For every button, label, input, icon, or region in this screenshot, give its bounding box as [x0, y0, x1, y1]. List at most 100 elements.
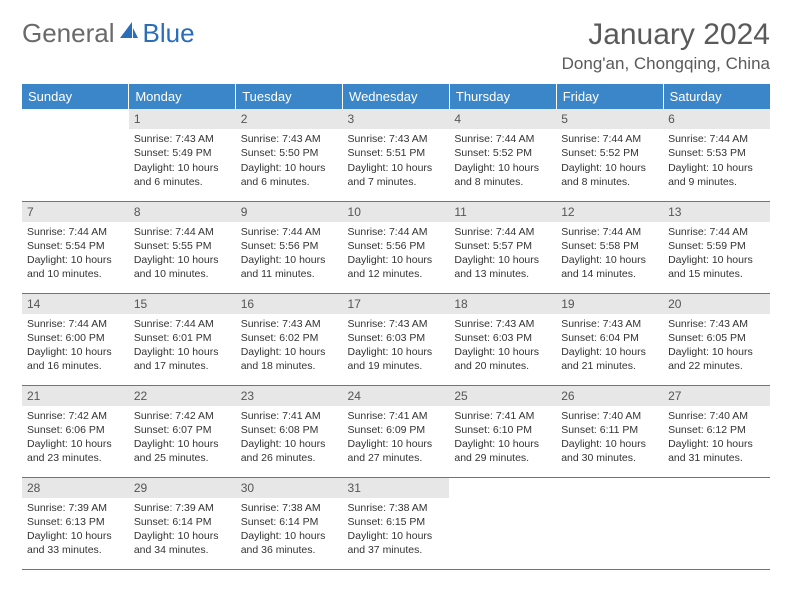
sunrise-line: Sunrise: 7:44 AM	[668, 132, 765, 146]
calendar-row: 28Sunrise: 7:39 AMSunset: 6:13 PMDayligh…	[22, 477, 770, 569]
calendar-row: 21Sunrise: 7:42 AMSunset: 6:06 PMDayligh…	[22, 385, 770, 477]
sunrise-line: Sunrise: 7:39 AM	[134, 501, 231, 515]
day-content: Sunrise: 7:43 AMSunset: 5:49 PMDaylight:…	[129, 129, 236, 193]
daylight-line: Daylight: 10 hours and 14 minutes.	[561, 253, 658, 281]
daylight-line: Daylight: 10 hours and 6 minutes.	[134, 161, 231, 189]
sunset-line: Sunset: 6:06 PM	[27, 423, 124, 437]
sunrise-line: Sunrise: 7:44 AM	[348, 225, 445, 239]
sunset-line: Sunset: 5:58 PM	[561, 239, 658, 253]
daylight-line: Daylight: 10 hours and 15 minutes.	[668, 253, 765, 281]
sunset-line: Sunset: 6:01 PM	[134, 331, 231, 345]
calendar-cell: .	[22, 109, 129, 201]
calendar-cell: 25Sunrise: 7:41 AMSunset: 6:10 PMDayligh…	[449, 385, 556, 477]
brand-logo: General Blue	[22, 18, 195, 49]
day-number: 5	[556, 109, 663, 129]
day-content: Sunrise: 7:44 AMSunset: 6:01 PMDaylight:…	[129, 314, 236, 378]
sunrise-line: Sunrise: 7:44 AM	[454, 132, 551, 146]
day-content: Sunrise: 7:40 AMSunset: 6:11 PMDaylight:…	[556, 406, 663, 470]
day-number: 31	[343, 478, 450, 498]
sunset-line: Sunset: 5:57 PM	[454, 239, 551, 253]
day-content: Sunrise: 7:43 AMSunset: 6:03 PMDaylight:…	[449, 314, 556, 378]
sunrise-line: Sunrise: 7:43 AM	[241, 132, 338, 146]
calendar-cell: .	[663, 477, 770, 569]
day-number: 12	[556, 202, 663, 222]
sunset-line: Sunset: 6:04 PM	[561, 331, 658, 345]
sunset-line: Sunset: 6:13 PM	[27, 515, 124, 529]
sunset-line: Sunset: 6:14 PM	[241, 515, 338, 529]
calendar-cell: 5Sunrise: 7:44 AMSunset: 5:52 PMDaylight…	[556, 109, 663, 201]
sunrise-line: Sunrise: 7:41 AM	[454, 409, 551, 423]
calendar-cell: 22Sunrise: 7:42 AMSunset: 6:07 PMDayligh…	[129, 385, 236, 477]
title-block: January 2024 Dong'an, Chongqing, China	[562, 18, 770, 74]
calendar-cell: 13Sunrise: 7:44 AMSunset: 5:59 PMDayligh…	[663, 201, 770, 293]
sunset-line: Sunset: 5:49 PM	[134, 146, 231, 160]
day-content: Sunrise: 7:44 AMSunset: 5:58 PMDaylight:…	[556, 222, 663, 286]
daylight-line: Daylight: 10 hours and 25 minutes.	[134, 437, 231, 465]
calendar-row: 7Sunrise: 7:44 AMSunset: 5:54 PMDaylight…	[22, 201, 770, 293]
calendar-cell: 11Sunrise: 7:44 AMSunset: 5:57 PMDayligh…	[449, 201, 556, 293]
sunset-line: Sunset: 5:52 PM	[561, 146, 658, 160]
daylight-line: Daylight: 10 hours and 31 minutes.	[668, 437, 765, 465]
day-content: Sunrise: 7:43 AMSunset: 6:03 PMDaylight:…	[343, 314, 450, 378]
daylight-line: Daylight: 10 hours and 22 minutes.	[668, 345, 765, 373]
calendar-cell: 30Sunrise: 7:38 AMSunset: 6:14 PMDayligh…	[236, 477, 343, 569]
day-number: 30	[236, 478, 343, 498]
sunset-line: Sunset: 6:02 PM	[241, 331, 338, 345]
location-text: Dong'an, Chongqing, China	[562, 54, 770, 74]
day-number: 8	[129, 202, 236, 222]
day-number: 21	[22, 386, 129, 406]
sunset-line: Sunset: 5:55 PM	[134, 239, 231, 253]
sunrise-line: Sunrise: 7:41 AM	[348, 409, 445, 423]
day-content: Sunrise: 7:39 AMSunset: 6:14 PMDaylight:…	[129, 498, 236, 562]
day-number: 4	[449, 109, 556, 129]
calendar-cell: .	[449, 477, 556, 569]
calendar-cell: 15Sunrise: 7:44 AMSunset: 6:01 PMDayligh…	[129, 293, 236, 385]
sunrise-line: Sunrise: 7:44 AM	[134, 225, 231, 239]
daylight-line: Daylight: 10 hours and 13 minutes.	[454, 253, 551, 281]
daylight-line: Daylight: 10 hours and 33 minutes.	[27, 529, 124, 557]
daylight-line: Daylight: 10 hours and 21 minutes.	[561, 345, 658, 373]
calendar-cell: 3Sunrise: 7:43 AMSunset: 5:51 PMDaylight…	[343, 109, 450, 201]
calendar-cell: 16Sunrise: 7:43 AMSunset: 6:02 PMDayligh…	[236, 293, 343, 385]
calendar-cell: 29Sunrise: 7:39 AMSunset: 6:14 PMDayligh…	[129, 477, 236, 569]
calendar-cell: 2Sunrise: 7:43 AMSunset: 5:50 PMDaylight…	[236, 109, 343, 201]
sunrise-line: Sunrise: 7:41 AM	[241, 409, 338, 423]
sunset-line: Sunset: 6:05 PM	[668, 331, 765, 345]
daylight-line: Daylight: 10 hours and 26 minutes.	[241, 437, 338, 465]
sunrise-line: Sunrise: 7:43 AM	[668, 317, 765, 331]
sunrise-line: Sunrise: 7:43 AM	[241, 317, 338, 331]
day-content: Sunrise: 7:44 AMSunset: 6:00 PMDaylight:…	[22, 314, 129, 378]
calendar-cell: 17Sunrise: 7:43 AMSunset: 6:03 PMDayligh…	[343, 293, 450, 385]
day-content: Sunrise: 7:41 AMSunset: 6:09 PMDaylight:…	[343, 406, 450, 470]
daylight-line: Daylight: 10 hours and 34 minutes.	[134, 529, 231, 557]
sunrise-line: Sunrise: 7:42 AM	[134, 409, 231, 423]
sunset-line: Sunset: 6:15 PM	[348, 515, 445, 529]
daylight-line: Daylight: 10 hours and 23 minutes.	[27, 437, 124, 465]
sunrise-line: Sunrise: 7:44 AM	[561, 132, 658, 146]
sunset-line: Sunset: 5:54 PM	[27, 239, 124, 253]
weekday-header: Tuesday	[236, 84, 343, 109]
sunrise-line: Sunrise: 7:44 AM	[668, 225, 765, 239]
day-number: 6	[663, 109, 770, 129]
calendar-cell: 21Sunrise: 7:42 AMSunset: 6:06 PMDayligh…	[22, 385, 129, 477]
daylight-line: Daylight: 10 hours and 10 minutes.	[27, 253, 124, 281]
day-content: Sunrise: 7:44 AMSunset: 5:53 PMDaylight:…	[663, 129, 770, 193]
calendar-cell: .	[556, 477, 663, 569]
sunset-line: Sunset: 6:10 PM	[454, 423, 551, 437]
day-number: 16	[236, 294, 343, 314]
day-content: Sunrise: 7:43 AMSunset: 6:05 PMDaylight:…	[663, 314, 770, 378]
page-header: General Blue January 2024 Dong'an, Chong…	[22, 18, 770, 74]
sunset-line: Sunset: 5:53 PM	[668, 146, 765, 160]
calendar-row: 14Sunrise: 7:44 AMSunset: 6:00 PMDayligh…	[22, 293, 770, 385]
day-content: Sunrise: 7:42 AMSunset: 6:06 PMDaylight:…	[22, 406, 129, 470]
weekday-header: Monday	[129, 84, 236, 109]
sunrise-line: Sunrise: 7:44 AM	[561, 225, 658, 239]
day-content: Sunrise: 7:40 AMSunset: 6:12 PMDaylight:…	[663, 406, 770, 470]
sunrise-line: Sunrise: 7:44 AM	[241, 225, 338, 239]
daylight-line: Daylight: 10 hours and 30 minutes.	[561, 437, 658, 465]
daylight-line: Daylight: 10 hours and 10 minutes.	[134, 253, 231, 281]
sunset-line: Sunset: 5:56 PM	[348, 239, 445, 253]
calendar-cell: 27Sunrise: 7:40 AMSunset: 6:12 PMDayligh…	[663, 385, 770, 477]
day-number: 24	[343, 386, 450, 406]
daylight-line: Daylight: 10 hours and 17 minutes.	[134, 345, 231, 373]
